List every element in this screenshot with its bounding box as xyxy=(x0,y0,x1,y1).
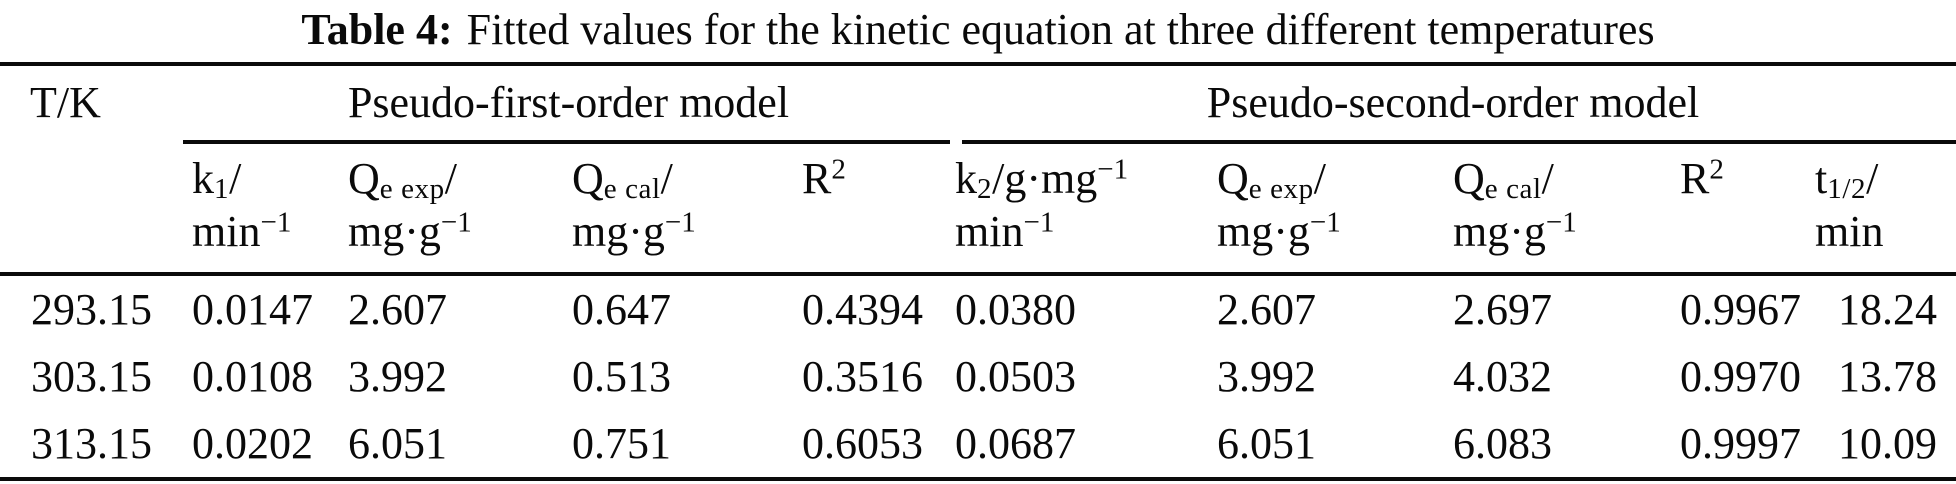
header-line2: mg·g−1 xyxy=(572,206,696,256)
data-cell-tk: 293.15 xyxy=(31,285,152,334)
header-line1: R2 xyxy=(1680,153,1724,203)
group-underlines xyxy=(0,140,1956,144)
data-cell-r2-2: 0.9997 xyxy=(1680,419,1801,468)
data-cell-qe-exp-1: 3.992 xyxy=(348,352,447,401)
column-header-empty xyxy=(0,144,187,272)
header-line1: Qe exp/ xyxy=(1217,154,1326,206)
header-line1: Qe cal/ xyxy=(1453,154,1554,206)
table-caption-number: Table 4: xyxy=(301,5,453,54)
group-header-row: T/K Pseudo-first-order model Pseudo-seco… xyxy=(0,66,1956,140)
data-cell-qe-cal-1: 0.513 xyxy=(572,352,671,401)
data-cell-r2-1: 0.3516 xyxy=(802,352,923,401)
header-line1: k2/g·mg−1 xyxy=(955,153,1129,206)
data-cell-k2: 0.0503 xyxy=(955,352,1076,401)
table-row: 293.15 0.0147 2.607 0.647 0.4394 0.0380 … xyxy=(0,276,1956,343)
group-header-first-order: Pseudo-first-order model xyxy=(347,78,790,127)
column-header-r2-2: R2 xyxy=(1675,144,1810,272)
data-cell-qe-cal-1: 0.751 xyxy=(572,419,671,468)
header-line2: mg·g−1 xyxy=(1453,206,1577,256)
data-cell-t-half: 10.09 xyxy=(1838,419,1937,468)
header-rule xyxy=(0,272,1956,276)
data-cell-qe-exp-1: 2.607 xyxy=(348,285,447,334)
data-cell-r2-1: 0.4394 xyxy=(802,285,923,334)
data-cell-k1: 0.0108 xyxy=(192,352,313,401)
header-line1: t1/2/ xyxy=(1815,154,1879,206)
data-cell-qe-exp-1: 6.051 xyxy=(348,419,447,468)
data-cell-qe-cal-2: 6.083 xyxy=(1453,419,1552,468)
data-cell-t-half: 18.24 xyxy=(1838,285,1937,334)
column-header-qe-exp-2: Qe exp/ mg·g−1 xyxy=(1212,144,1448,272)
data-cell-k2: 0.0687 xyxy=(955,419,1076,468)
column-header-qe-cal-2: Qe cal/ mg·g−1 xyxy=(1448,144,1675,272)
column-header-tk: T/K xyxy=(30,78,101,127)
data-cell-qe-exp-2: 6.051 xyxy=(1217,419,1316,468)
column-header-qe-cal-1: Qe cal/ mg·g−1 xyxy=(567,144,797,272)
header-line2: min−1 xyxy=(192,206,292,256)
data-cell-r2-1: 0.6053 xyxy=(802,419,923,468)
table-caption: Table 4: Fitted values for the kinetic eq… xyxy=(0,0,1956,62)
column-header-k2: k2/g·mg−1 min−1 xyxy=(950,144,1212,272)
data-cell-r2-2: 0.9967 xyxy=(1680,285,1801,334)
header-line2: mg·g−1 xyxy=(348,206,472,256)
data-cell-qe-exp-2: 3.992 xyxy=(1217,352,1316,401)
data-cell-qe-cal-2: 4.032 xyxy=(1453,352,1552,401)
data-cell-tk: 313.15 xyxy=(31,419,152,468)
data-cell-r2-2: 0.9970 xyxy=(1680,352,1801,401)
second-order-underline xyxy=(962,140,1956,144)
data-cell-qe-cal-2: 2.697 xyxy=(1453,285,1552,334)
data-cell-k1: 0.0202 xyxy=(192,419,313,468)
header-line1: Qe cal/ xyxy=(572,154,673,206)
header-line1: Qe exp/ xyxy=(348,154,457,206)
header-line2: min−1 xyxy=(955,206,1055,256)
data-cell-tk: 303.15 xyxy=(31,352,152,401)
header-line1: k1/ xyxy=(192,154,242,206)
column-header-qe-exp-1: Qe exp/ mg·g−1 xyxy=(343,144,567,272)
data-cell-qe-cal-1: 0.647 xyxy=(572,285,671,334)
column-header-k1: k1/ min−1 xyxy=(187,144,343,272)
header-line2: mg·g−1 xyxy=(1217,206,1341,256)
group-header-second-order: Pseudo-second-order model xyxy=(1206,78,1700,127)
data-cell-qe-exp-2: 2.607 xyxy=(1217,285,1316,334)
data-cell-k1: 0.0147 xyxy=(192,285,313,334)
table-row: 313.15 0.0202 6.051 0.751 0.6053 0.0687 … xyxy=(0,410,1956,477)
column-header-r2-1: R2 xyxy=(797,144,950,272)
top-rule xyxy=(0,62,1956,66)
first-order-underline xyxy=(183,140,950,144)
header-line1: R2 xyxy=(802,153,846,203)
data-cell-t-half: 13.78 xyxy=(1838,352,1937,401)
table-row: 303.15 0.0108 3.992 0.513 0.3516 0.0503 … xyxy=(0,343,1956,410)
column-header-row: k1/ min−1 Qe exp/ mg·g−1 Qe cal/ mg·g−1 … xyxy=(0,144,1956,272)
bottom-rule xyxy=(0,477,1956,481)
column-header-t-half: t1/2/ min xyxy=(1810,144,1956,272)
table-caption-text: Fitted values for the kinetic equation a… xyxy=(466,5,1655,54)
header-line2: min xyxy=(1815,207,1884,256)
data-cell-k2: 0.0380 xyxy=(955,285,1076,334)
